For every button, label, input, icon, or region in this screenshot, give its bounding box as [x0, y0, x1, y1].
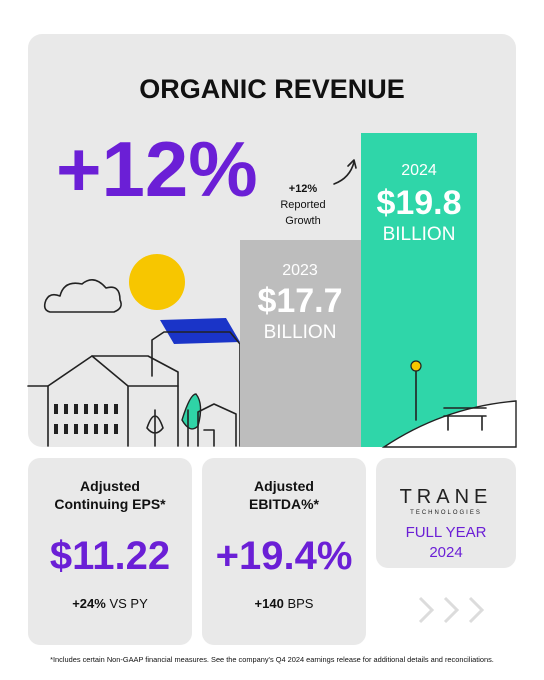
card-title: Adjusted [80, 478, 140, 494]
bar-year: 2024 [401, 162, 437, 179]
card-title: Adjusted [254, 478, 314, 494]
brand-sub: TECHNOLOGIES [410, 510, 482, 516]
bar-year: 2023 [282, 262, 318, 279]
change: +24% [72, 596, 106, 611]
bar-amount: $19.8 [376, 184, 461, 222]
annotation: +12% [289, 183, 318, 195]
card-value: $11.22 [50, 534, 170, 578]
card-title: EBITDA%* [249, 496, 320, 512]
park [381, 360, 517, 448]
footnote: *Includes certain Non-GAAP financial mea… [50, 655, 494, 664]
annotation-arrow [333, 159, 357, 185]
change-note: BPS [287, 596, 313, 611]
period: 2024 [429, 544, 462, 561]
chevrons [418, 596, 485, 624]
card-change: +24% VS PY [72, 596, 148, 611]
panel-title: ORGANIC REVENUE [139, 74, 405, 104]
card-value: +19.4% [216, 534, 353, 578]
card [28, 458, 192, 645]
bar-2023 [240, 240, 361, 447]
card-title: Continuing EPS* [54, 496, 166, 512]
brand-card [376, 458, 516, 568]
annotation: Growth [285, 215, 320, 227]
change-note: VS PY [109, 596, 148, 611]
card-change: +140 BPS [255, 596, 314, 611]
bar-unit: BILLION [264, 322, 337, 343]
bar-2024 [361, 133, 477, 447]
bar-amount: $17.7 [257, 282, 342, 320]
period: FULL YEAR [406, 524, 487, 541]
change: +140 [255, 596, 284, 611]
card [202, 458, 366, 645]
headline: +12% [56, 125, 258, 213]
brand-logo: TRANE [400, 486, 493, 508]
bar-unit: BILLION [383, 224, 456, 245]
annotation: Reported [280, 199, 325, 211]
